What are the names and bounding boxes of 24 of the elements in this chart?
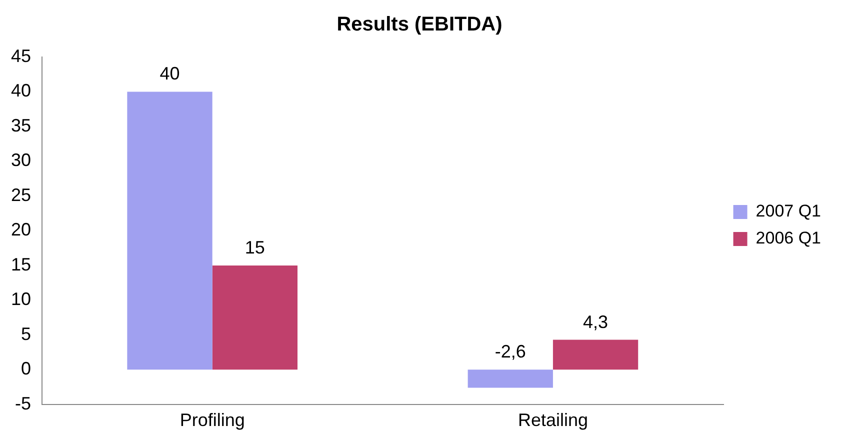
y-tick-label: 30 bbox=[10, 150, 32, 170]
data-label: 4,3 bbox=[583, 312, 608, 332]
y-tick-label: 45 bbox=[10, 46, 32, 66]
data-label: -2,6 bbox=[494, 342, 526, 362]
y-tick-label: 10 bbox=[10, 289, 32, 310]
chart-title: Results (EBITDA) bbox=[336, 14, 502, 36]
legend-label: 2007 Q1 bbox=[756, 202, 822, 221]
x-tick-label: Retailing bbox=[518, 410, 588, 430]
data-label: 40 bbox=[160, 64, 180, 84]
legend-label: 2006 Q1 bbox=[756, 228, 822, 248]
bar bbox=[468, 370, 553, 388]
bar bbox=[552, 340, 638, 370]
y-tick-label: 0 bbox=[21, 358, 32, 379]
y-tick-label: 20 bbox=[10, 220, 32, 240]
y-tick-label: -5 bbox=[15, 393, 32, 414]
x-tick-label: Profiling bbox=[180, 410, 245, 430]
y-tick-label: 5 bbox=[21, 324, 32, 344]
data-label: 15 bbox=[244, 237, 265, 258]
y-tick-label: 25 bbox=[10, 184, 32, 205]
bar bbox=[127, 92, 212, 370]
y-tick-label: 35 bbox=[10, 115, 32, 136]
y-tick-label: 40 bbox=[10, 80, 32, 101]
y-tick-label: 15 bbox=[10, 254, 32, 274]
bar bbox=[212, 265, 298, 370]
